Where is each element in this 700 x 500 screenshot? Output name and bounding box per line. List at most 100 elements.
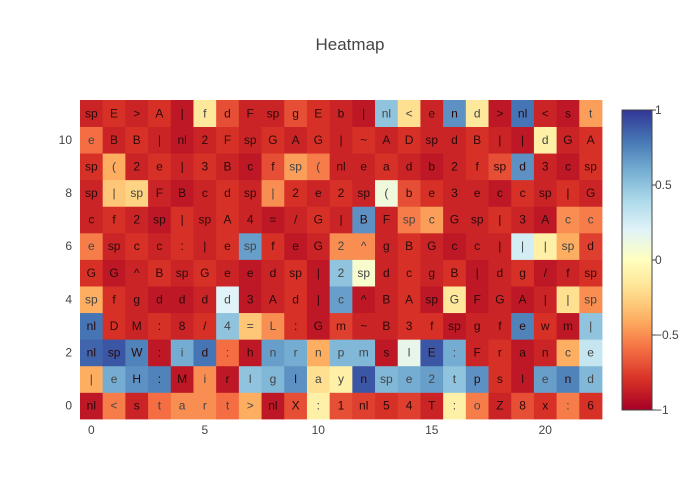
heatmap-cell bbox=[306, 153, 331, 181]
cell-label: d bbox=[383, 266, 390, 280]
cell-label: 2 bbox=[338, 239, 345, 253]
cell-label: nl bbox=[87, 346, 96, 360]
heatmap-cell bbox=[397, 179, 421, 207]
cell-label: B bbox=[110, 133, 118, 147]
cell-label: sp bbox=[448, 319, 461, 333]
cell-label: g bbox=[270, 372, 277, 386]
heatmap-cell bbox=[488, 365, 512, 393]
cell-label: = bbox=[247, 319, 254, 333]
heatmap-cell bbox=[170, 312, 194, 340]
cell-label: | bbox=[498, 133, 501, 147]
heatmap-cell bbox=[352, 232, 376, 260]
heatmap-cell bbox=[533, 286, 558, 314]
cell-label: | bbox=[317, 266, 320, 280]
cell-label: A bbox=[292, 133, 300, 147]
cell-label: e bbox=[519, 319, 526, 333]
cell-label: m bbox=[563, 319, 573, 333]
heatmap-cell bbox=[170, 100, 194, 127]
cell-label: 2 bbox=[133, 159, 140, 173]
heatmap-cell bbox=[556, 179, 580, 207]
heatmap-cell bbox=[579, 206, 603, 234]
heatmap-cell bbox=[352, 339, 376, 367]
heatmap-cell bbox=[170, 206, 194, 234]
cell-label: | bbox=[521, 133, 524, 147]
cell-label: e bbox=[292, 239, 299, 253]
heatmap-cell bbox=[465, 179, 489, 207]
cell-label: d bbox=[201, 346, 208, 360]
heatmap-cell bbox=[170, 126, 194, 154]
heatmap-cell bbox=[579, 126, 603, 154]
heatmap-cell bbox=[148, 392, 172, 420]
colorbar-tick-label: −1 bbox=[655, 403, 669, 417]
cell-label: r bbox=[498, 346, 502, 360]
cell-label: n bbox=[315, 346, 322, 360]
heatmap-cell bbox=[352, 126, 376, 154]
cell-label: T bbox=[428, 399, 436, 413]
cell-label: : bbox=[317, 399, 320, 413]
cell-label: B bbox=[155, 266, 163, 280]
cell-label: n bbox=[451, 106, 458, 120]
heatmap-cell bbox=[261, 206, 285, 234]
cell-label: f bbox=[203, 106, 207, 120]
cell-label: sp bbox=[539, 186, 552, 200]
cell-label: A bbox=[405, 292, 413, 306]
cell-label: sp bbox=[471, 213, 484, 227]
cell-label: nl bbox=[382, 106, 391, 120]
cell-label: sp bbox=[153, 213, 166, 227]
cell-label: nl bbox=[177, 133, 186, 147]
heatmap-cell bbox=[284, 100, 308, 127]
heatmap-cell bbox=[170, 232, 194, 260]
heatmap-cell bbox=[102, 179, 126, 207]
cell-label: sp bbox=[584, 159, 597, 173]
cell-label: : bbox=[566, 399, 569, 413]
cell-label: f bbox=[112, 213, 116, 227]
cell-label: ( bbox=[316, 159, 320, 173]
colorbar-tick-label: −0.5 bbox=[655, 328, 679, 342]
cell-label: e bbox=[542, 372, 549, 386]
heatmap-cell bbox=[556, 206, 580, 234]
heatmap-cell bbox=[579, 100, 603, 127]
heatmap-cell bbox=[306, 365, 331, 393]
heatmap-cell bbox=[125, 206, 149, 234]
cell-label: s bbox=[565, 106, 571, 120]
heatmap-cell bbox=[80, 100, 104, 127]
cell-label: d bbox=[587, 239, 594, 253]
heatmap-cell bbox=[465, 100, 489, 127]
heatmap-cell bbox=[284, 392, 308, 420]
heatmap-cell bbox=[261, 286, 285, 314]
heatmap-cell bbox=[579, 179, 603, 207]
heatmap-cell bbox=[148, 259, 172, 287]
x-tick-label: 15 bbox=[425, 423, 439, 437]
cell-label: E bbox=[314, 106, 322, 120]
heatmap-cell bbox=[579, 232, 603, 260]
heatmap-cell bbox=[125, 126, 149, 154]
heatmap-cell bbox=[261, 100, 285, 127]
heatmap-cell bbox=[420, 392, 444, 420]
cell-label: : bbox=[226, 346, 229, 360]
cell-label: G bbox=[450, 213, 459, 227]
heatmap-cell bbox=[306, 100, 331, 127]
heatmap-cell bbox=[170, 286, 194, 314]
cell-label: d bbox=[270, 266, 277, 280]
cell-label: s bbox=[497, 372, 503, 386]
cell-label: | bbox=[544, 292, 547, 306]
cell-label: : bbox=[294, 319, 297, 333]
heatmap-cell bbox=[352, 392, 376, 420]
cell-label: nl bbox=[87, 399, 96, 413]
y-axis: 0 2 4 6 8 10 bbox=[59, 133, 73, 413]
heatmap-cell bbox=[329, 392, 353, 420]
heatmap-cell bbox=[80, 179, 104, 207]
heatmap-cell bbox=[102, 392, 126, 420]
cell-label: | bbox=[362, 106, 365, 120]
cell-label: | bbox=[181, 213, 184, 227]
cell-label: 4 bbox=[406, 399, 413, 413]
heatmap-cell bbox=[352, 286, 376, 314]
heatmap-cell bbox=[102, 100, 126, 127]
cell-label: n bbox=[360, 372, 367, 386]
heatmap-cell bbox=[556, 286, 580, 314]
cell-label: A bbox=[269, 292, 277, 306]
cell-label: G bbox=[450, 292, 459, 306]
heatmap-cell bbox=[511, 259, 535, 287]
cell-label: c bbox=[338, 292, 344, 306]
